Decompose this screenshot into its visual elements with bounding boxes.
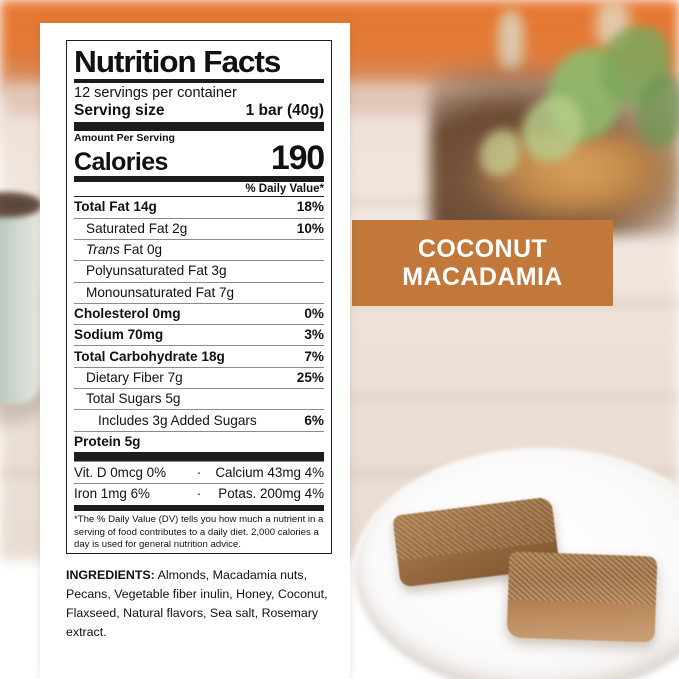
nutrient-name: Sodium 70mg: [74, 327, 164, 343]
ingredients-heading: INGREDIENTS:: [66, 568, 155, 582]
micronutrient-left: Iron 1mg 6%: [74, 486, 150, 502]
daily-value-footnote: *The % Daily Value (DV) tells you how mu…: [74, 513, 324, 551]
nutrient-name: Trans Fat 0g: [86, 242, 163, 258]
nutrient-name: Cholesterol 0mg: [74, 306, 181, 321]
nutrient-name: Saturated Fat 2g: [86, 220, 188, 236]
calories-row: Calories 190: [74, 139, 325, 178]
flavor-line-1: COCONUT: [417, 235, 548, 263]
micronutrient-row: Vit. D 0mcg 0% · Calcium 43mg 4%: [74, 461, 324, 483]
nutrient-row: Monounsaturated Fat 7g: [74, 281, 324, 303]
nutrient-daily-value: 25%: [296, 369, 324, 385]
serving-size-label: Serving size: [74, 101, 165, 119]
nutrient-row: Polyunsaturated Fat 3g: [74, 260, 324, 281]
nutrient-row: Protein 5g: [74, 430, 324, 452]
woven-placemat: [340, 642, 679, 679]
flavor-banner: COCONUT MACADAMIA: [352, 220, 613, 306]
flavor-banner-text: COCONUT MACADAMIA: [402, 235, 563, 291]
nutrient-row: Total Fat 14g 18%: [74, 196, 324, 217]
nutrient-name: Total Sugars 5g: [86, 391, 181, 407]
title-divider: [74, 78, 324, 83]
nutrient-daily-value: 6%: [304, 412, 324, 428]
micronutrient-separator: ·: [196, 464, 202, 480]
micronutrient-right: Calcium 43mg 4%: [215, 464, 324, 480]
nutrient-name-italic: Trans: [86, 242, 120, 258]
nutrient-daily-value: 10%: [296, 220, 324, 236]
calories-bottom-divider: [74, 175, 324, 182]
serving-size-value: 1 bar (40g): [245, 101, 324, 119]
calories-label: Calories: [74, 147, 168, 176]
nutrition-facts-panel: Nutrition Facts 12 servings per containe…: [66, 40, 332, 554]
daily-value-header: % Daily Value*: [245, 182, 324, 195]
micronutrient-separator: ·: [196, 486, 202, 502]
nutrient-name: Total Fat 14g: [74, 199, 157, 215]
micronutrient-left: Vit. D 0mcg 0%: [74, 464, 167, 480]
calories-top-divider: [74, 122, 324, 132]
flavor-line-2: MACADAMIA: [402, 263, 563, 291]
nutrient-name: Includes 3g Added Sugars: [98, 412, 257, 428]
nutrient-list: Total Fat 14g 18% Saturated Fat 2g 10% Trans…: [74, 196, 324, 452]
ingredients-text: Almonds, Macadamia nuts, Pecans, Vegetab…: [66, 568, 328, 639]
micronutrient-top-divider: [74, 452, 324, 461]
nutrient-daily-value: 7%: [304, 348, 324, 364]
footnote-divider: [74, 504, 324, 511]
plant-leaf: [480, 130, 520, 176]
teal-cup: [0, 196, 38, 404]
nutrient-name: Polyunsaturated Fat 3g: [86, 263, 227, 279]
nutrient-row: Sodium 70mg 3%: [74, 324, 324, 345]
nut-bar-piece: [506, 551, 658, 643]
nutrient-name: Protein 5g: [74, 433, 141, 449]
nutrient-row: Trans Fat 0g: [74, 238, 324, 260]
nutrient-name: Total Carbohydrate 18g: [74, 348, 225, 364]
nutrient-row: Cholesterol 0mg 0%: [74, 302, 324, 324]
plant-leaf: [522, 96, 582, 162]
plant-leaf: [636, 74, 679, 148]
ingredients-block: INGREDIENTS: Almonds, Macadamia nuts, Pe…: [66, 566, 338, 641]
nutrient-name: Dietary Fiber 7g: [86, 369, 183, 385]
servings-per-container: 12 servings per container: [74, 84, 237, 101]
nutrient-row: Dietary Fiber 7g 25%: [74, 366, 324, 388]
micronutrient-list: Vit. D 0mcg 0% · Calcium 43mg 4% Iron 1mg 6…: [74, 461, 324, 505]
calories-value: 190: [270, 139, 325, 178]
micronutrient-right: Potas. 200mg 4%: [218, 486, 324, 502]
bar-texture: [507, 551, 658, 605]
amount-per-serving-label: Amount Per Serving: [74, 132, 175, 145]
nutrient-row: Saturated Fat 2g 10%: [74, 217, 324, 239]
nutrient-daily-value: 18%: [296, 199, 324, 215]
nutrition-facts-title: Nutrition Facts: [74, 44, 281, 79]
nutrient-name: Monounsaturated Fat 7g: [86, 284, 235, 300]
nutrient-row: Total Sugars 5g: [74, 388, 324, 409]
micronutrient-row: Iron 1mg 6% · Potas. 200mg 4%: [74, 482, 324, 505]
serving-size-row: Serving size 1 bar (40g): [74, 102, 324, 121]
nutrient-row: Includes 3g Added Sugars 6%: [74, 409, 324, 430]
nutrient-row: Total Carbohydrate 18g 7%: [74, 345, 324, 366]
nutrient-daily-value: 0%: [304, 306, 324, 321]
nutrient-daily-value: 3%: [304, 327, 324, 343]
